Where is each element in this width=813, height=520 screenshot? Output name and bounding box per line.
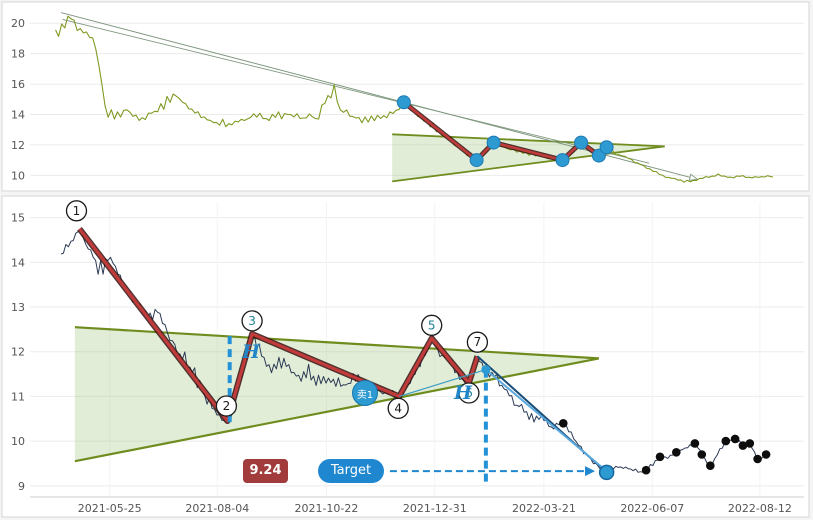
svg-text:5: 5 [428, 318, 436, 332]
svg-text:13: 13 [11, 301, 25, 314]
svg-text:2021-05-25: 2021-05-25 [78, 502, 142, 515]
svg-text:9: 9 [18, 480, 25, 493]
svg-text:12: 12 [11, 139, 25, 152]
svg-text:2021-12-31: 2021-12-31 [403, 502, 467, 515]
svg-text:4: 4 [394, 401, 402, 415]
svg-text:2022-08-12: 2022-08-12 [728, 502, 792, 515]
svg-text:16: 16 [11, 78, 25, 91]
height-measure-label-1: H [242, 341, 260, 363]
svg-text:7: 7 [474, 335, 482, 349]
svg-text:10: 10 [11, 169, 25, 182]
detail-panel-bg [1, 195, 810, 518]
overview-pivot-dots [396, 95, 614, 168]
svg-text:11: 11 [11, 390, 25, 403]
svg-text:18: 18 [11, 48, 25, 61]
svg-text:2022-06-07: 2022-06-07 [620, 502, 684, 515]
svg-text:1: 1 [73, 204, 81, 218]
svg-text:10: 10 [11, 435, 25, 448]
svg-text:2021-10-22: 2021-10-22 [294, 502, 358, 515]
svg-text:6: 6 [465, 386, 473, 400]
svg-text:14: 14 [11, 108, 25, 121]
target-price-badge[interactable]: 9.24 [243, 459, 288, 483]
detail-projection-lines [399, 355, 608, 474]
svg-text:12: 12 [11, 346, 25, 359]
wave-pivot-markers[interactable]: 1 2 3 4 5 6 7 [65, 200, 489, 420]
svg-text:15: 15 [11, 212, 25, 225]
svg-text:2021-08-04: 2021-08-04 [185, 502, 249, 515]
height-measure-label-2: H [454, 382, 472, 404]
svg-text:2022-03-21: 2022-03-21 [512, 502, 576, 515]
sell-signal-marker[interactable]: 卖1 [352, 380, 378, 406]
svg-text:14: 14 [11, 256, 25, 269]
target-arrow [389, 466, 596, 477]
svg-text:2: 2 [223, 399, 231, 413]
svg-text:3: 3 [248, 314, 256, 328]
svg-text:20: 20 [11, 17, 25, 30]
target-dot[interactable] [598, 464, 615, 481]
target-label-badge[interactable]: Target [318, 459, 384, 483]
